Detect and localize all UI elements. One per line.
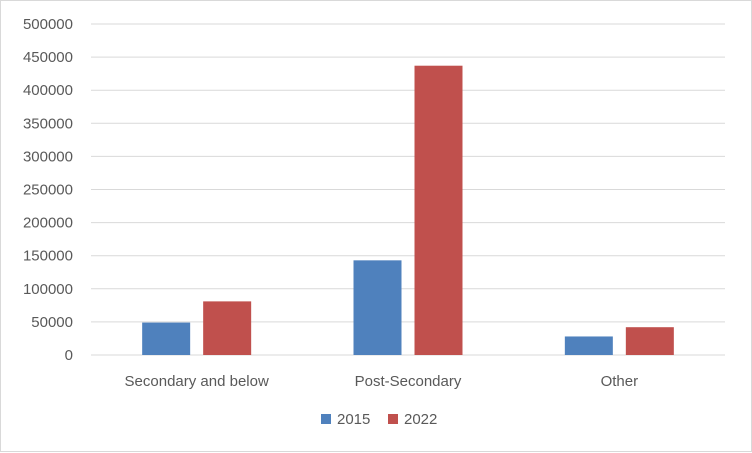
- y-tick-label: 300000: [23, 148, 73, 165]
- x-category-label: Other: [601, 373, 639, 390]
- legend-swatch-2015: [321, 414, 331, 424]
- y-tick-label: 50000: [31, 314, 73, 331]
- bar-2022-1: [414, 65, 463, 356]
- y-tick-label: 400000: [23, 82, 73, 99]
- x-category-label: Secondary and below: [125, 373, 269, 390]
- gridlines: [91, 23, 725, 356]
- legend-swatch-2022: [388, 414, 398, 424]
- bar-2015-1: [353, 260, 402, 355]
- y-tick-label: 250000: [23, 182, 73, 199]
- legend-label: 2022: [404, 411, 437, 428]
- y-tick-label: 0: [65, 347, 73, 364]
- bar-2015-2: [564, 336, 613, 355]
- x-category-label: Post-Secondary: [355, 373, 462, 390]
- bar-2015-0: [142, 322, 191, 355]
- bar-2022-0: [203, 301, 252, 355]
- y-tick-label: 350000: [23, 115, 73, 132]
- legend: 2015 2022: [321, 411, 437, 428]
- y-axis-ticks: 0 50000 100000 150000 200000 250000 300000 3500…: [23, 16, 73, 364]
- y-tick-label: 200000: [23, 215, 73, 232]
- x-axis-categories: Secondary and below Post-Secondary Other: [125, 373, 639, 390]
- y-tick-label: 450000: [23, 49, 73, 66]
- y-tick-label: 100000: [23, 281, 73, 298]
- bar-2022-2: [625, 327, 674, 355]
- legend-label: 2015: [337, 411, 370, 428]
- bars: [142, 65, 674, 356]
- y-tick-label: 150000: [23, 248, 73, 265]
- y-tick-label: 500000: [23, 16, 73, 33]
